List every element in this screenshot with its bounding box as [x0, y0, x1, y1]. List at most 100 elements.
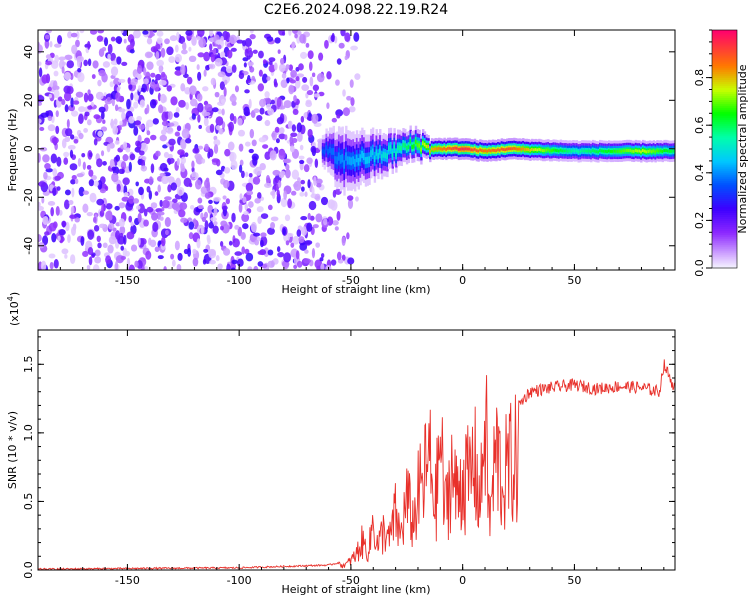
signal-cell: [658, 149, 661, 153]
noise-cell: [77, 68, 82, 73]
noise-cell: [203, 51, 211, 62]
noise-cell: [96, 35, 104, 42]
noise-cell: [275, 138, 280, 144]
noise-cell: [133, 101, 139, 109]
noise-cell: [89, 192, 97, 203]
noise-cell: [93, 180, 99, 187]
signal-cell: [638, 149, 641, 153]
noise-cell: [154, 78, 158, 85]
noise-cell: [144, 51, 153, 59]
colorbar-step: [712, 252, 737, 255]
signal-cell: [489, 149, 493, 153]
noise-cell: [50, 153, 58, 164]
noise-cell: [38, 205, 44, 211]
signal-cell: [506, 147, 509, 151]
noise-cell: [247, 61, 254, 67]
signal-cell: [613, 149, 616, 153]
colorbar-step: [712, 49, 737, 53]
noise-cell: [142, 156, 147, 161]
y-tick-label: -40: [22, 237, 35, 255]
noise-cell: [41, 196, 45, 204]
noise-cell: [152, 221, 159, 233]
signal-cell: [616, 149, 620, 153]
signal-cell: [434, 147, 437, 151]
noise-cell: [267, 249, 274, 256]
noise-cell: [177, 252, 183, 261]
colorbar-step: [712, 47, 737, 51]
noise-cell: [88, 256, 93, 266]
noise-cell: [215, 169, 223, 176]
noise-cell: [249, 128, 255, 139]
signal-cell: [554, 148, 557, 152]
signal-cell: [396, 145, 400, 151]
noise-cell: [225, 31, 231, 43]
signal-cell: [463, 147, 466, 151]
noise-cell: [336, 58, 342, 65]
noise-cell: [87, 89, 91, 95]
noise-cell: [118, 168, 125, 175]
noise-cell: [132, 30, 141, 39]
signal-cell: [361, 150, 364, 159]
noise-cell: [258, 50, 264, 59]
noise-cell: [197, 197, 203, 204]
signal-cell: [575, 149, 579, 153]
noise-cell: [180, 156, 187, 165]
noise-cell: [180, 217, 188, 223]
noise-cell: [257, 192, 262, 200]
noise-cell: [290, 242, 295, 248]
colorbar-step: [712, 55, 737, 59]
noise-cell: [241, 115, 246, 120]
colorbar-step: [712, 194, 737, 198]
signal-cell: [509, 147, 512, 151]
colorbar-step: [712, 127, 737, 130]
colorbar-tick-label: 0.6: [693, 116, 706, 134]
noise-cell: [289, 79, 296, 84]
signal-cell: [579, 150, 582, 154]
noise-cell: [227, 141, 235, 151]
noise-cell: [305, 42, 310, 48]
noise-cell: [53, 70, 59, 77]
signal-cell: [620, 149, 623, 153]
noise-cell: [182, 41, 187, 51]
noise-cell: [257, 250, 264, 255]
noise-cell: [48, 93, 52, 99]
noise-cell: [308, 200, 317, 211]
noise-cell: [67, 144, 76, 150]
signal-cell: [641, 149, 645, 152]
noise-cell: [336, 210, 341, 221]
noise-cell: [336, 114, 341, 119]
colorbar-step: [712, 137, 737, 140]
noise-cell: [336, 251, 342, 261]
noise-cell: [346, 195, 354, 201]
x-tick-label: -100: [227, 274, 252, 287]
colorbar-step: [712, 238, 737, 241]
noise-cell: [283, 190, 288, 200]
noise-cell: [124, 250, 130, 257]
noise-cell: [270, 99, 275, 105]
signal-cell: [336, 156, 339, 165]
signal-cell: [427, 145, 430, 149]
noise-cell: [38, 44, 43, 54]
noise-cell: [54, 43, 62, 48]
noise-cell: [262, 144, 269, 149]
noise-cell: [159, 134, 168, 142]
signal-cell: [659, 149, 663, 153]
noise-cell: [212, 107, 219, 113]
noise-cell: [212, 48, 217, 56]
noise-cell: [212, 225, 219, 234]
noise-cell: [353, 32, 360, 42]
noise-cell: [167, 153, 173, 159]
noise-cell: [217, 71, 226, 78]
noise-cell: [136, 141, 142, 151]
noise-cell: [66, 119, 70, 129]
noise-cell: [43, 171, 48, 180]
colorbar-step: [712, 198, 737, 202]
noise-cell: [234, 251, 243, 256]
colorbar-step: [712, 262, 737, 265]
noise-cell: [301, 226, 308, 236]
colorbar-step: [712, 107, 737, 110]
noise-cell: [68, 104, 75, 112]
signal-cell: [536, 148, 539, 152]
signal-cell: [366, 156, 369, 164]
signal-cell: [631, 149, 634, 153]
